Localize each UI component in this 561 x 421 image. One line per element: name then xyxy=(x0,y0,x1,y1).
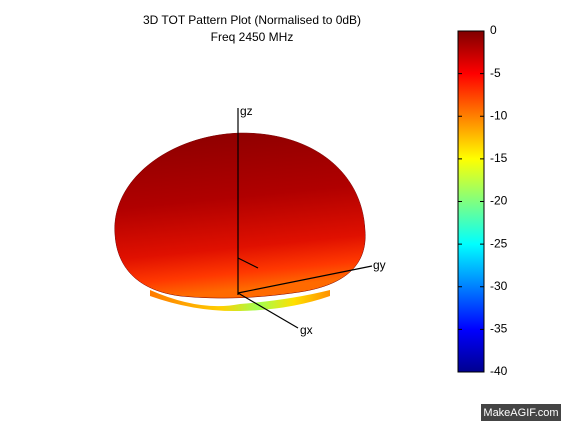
chart-subtitle: Freq 2450 MHz xyxy=(211,30,294,44)
watermark-box xyxy=(481,404,561,421)
surface-dome xyxy=(114,132,366,299)
surface xyxy=(114,132,366,312)
z-axis-label: gz xyxy=(240,104,253,118)
colorbar-tick-label: 0 xyxy=(490,23,497,37)
chart-title: 3D TOT Pattern Plot (Normalised to 0dB) xyxy=(143,13,361,27)
colorbar-tick-label: -10 xyxy=(490,108,508,122)
x-axis xyxy=(237,292,299,329)
axis-stub xyxy=(237,257,259,269)
colorbar-tick-label: -20 xyxy=(490,194,508,208)
colorbar-tick-label: -40 xyxy=(490,364,508,378)
colorbar-tick-label: -30 xyxy=(490,279,508,293)
y-axis xyxy=(237,265,373,294)
colorbar-tick-label: -5 xyxy=(490,66,501,80)
axes xyxy=(237,108,373,329)
y-axis-label: gy xyxy=(373,258,386,272)
colorbar-tick-label: -25 xyxy=(490,236,508,250)
colorbar xyxy=(457,30,485,373)
colorbar-tick-label: -35 xyxy=(490,322,508,336)
x-axis-label: gx xyxy=(300,323,313,337)
colorbar-tick-label: -15 xyxy=(490,151,508,165)
watermark: MakeAGIF.com xyxy=(483,407,558,419)
surface-rim xyxy=(150,290,330,312)
